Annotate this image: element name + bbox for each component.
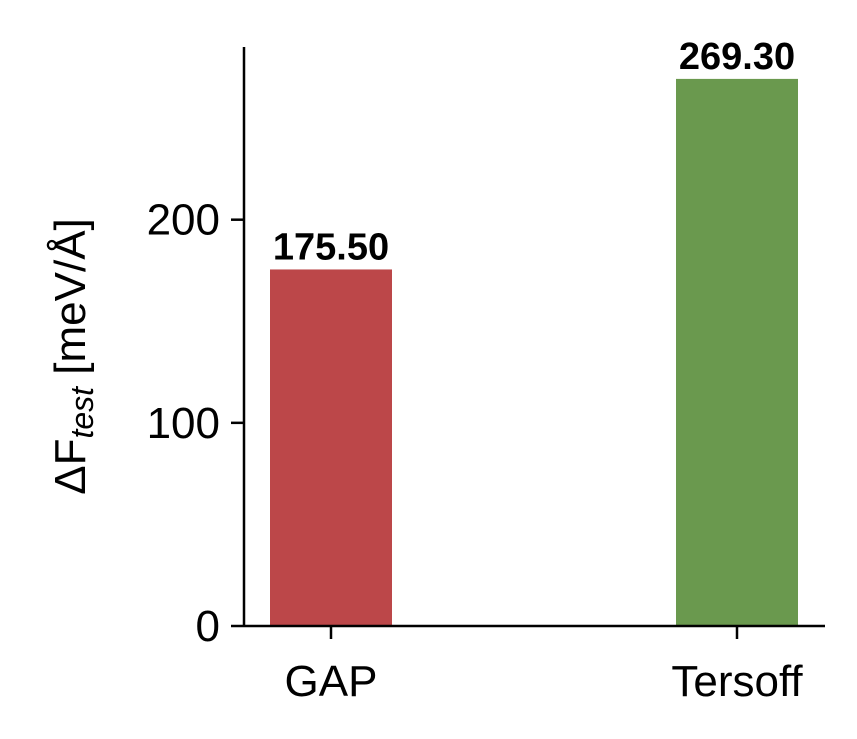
x-tick-label: Tersoff [671,657,803,706]
y-tick-label: 0 [196,602,220,651]
y-tick-label: 200 [147,196,220,245]
y-axis-label: ΔFtest [meV/Å] [46,218,100,495]
y-ticks: 0 100 200 [147,196,244,651]
y-axis-label-sub: test [64,386,100,439]
y-tick-label: 100 [147,399,220,448]
plot-area: 175.50 269.30 [270,36,798,626]
data-label-tersoff: 269.30 [679,36,795,78]
bar-tersoff [676,78,798,626]
y-axis-label-base: ΔF [46,439,95,495]
data-label-gap: 175.50 [273,226,389,268]
y-axis-label-unit: [meV/Å] [46,218,95,387]
x-tick-label: GAP [285,657,378,706]
x-ticks: GAP Tersoff [285,626,803,706]
bar-gap [270,269,392,626]
